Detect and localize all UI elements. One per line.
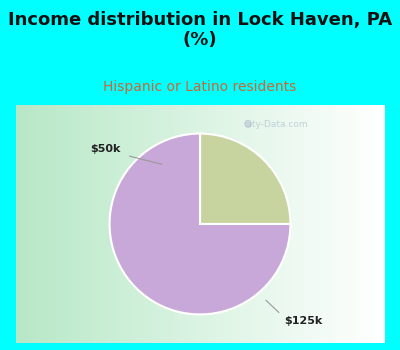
- Text: $50k: $50k: [91, 144, 121, 154]
- Wedge shape: [200, 134, 290, 224]
- Wedge shape: [110, 134, 290, 314]
- Text: Income distribution in Lock Haven, PA
(%): Income distribution in Lock Haven, PA (%…: [8, 10, 392, 49]
- Text: Hispanic or Latino residents: Hispanic or Latino residents: [103, 80, 297, 94]
- Text: ●: ●: [243, 119, 252, 129]
- Text: City-Data.com: City-Data.com: [244, 120, 308, 128]
- Text: $125k: $125k: [284, 316, 322, 326]
